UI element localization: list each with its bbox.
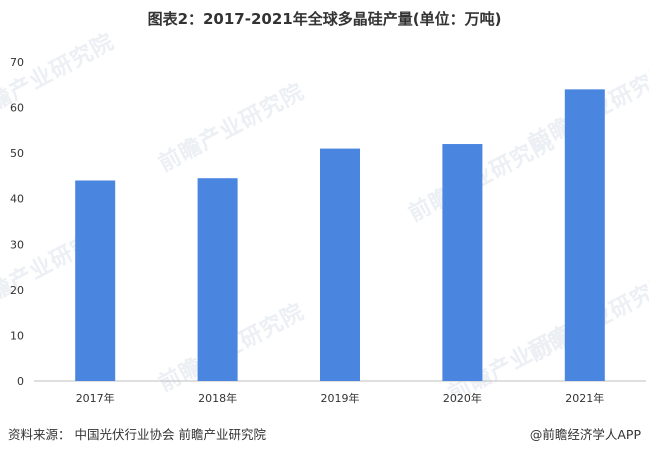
y-tick-label: 40 [10,193,24,206]
y-tick-label: 50 [10,147,24,160]
bar [442,144,483,381]
y-tick-label: 10 [10,329,24,342]
source-note: 资料来源： 中国光伏行业协会 前瞻产业研究院 [8,427,266,442]
x-tick-label: 2021年 [565,391,604,405]
x-axis: 2017年 2018年 2019年 2020年 2021年 [76,391,605,405]
x-tick-label: 2017年 [76,391,115,405]
bar [564,89,605,381]
bars [75,89,605,381]
y-axis: 0 10 20 30 40 50 60 70 [10,56,24,388]
x-tick-label: 2019年 [321,391,360,405]
bar [197,178,238,381]
bar [75,180,116,381]
brand-label: @前瞻经济学人APP [529,427,641,442]
x-tick-label: 2020年 [443,391,482,405]
bar [320,148,360,381]
chart-title: 图表2：2017-2021年全球多晶硅产量(单位：万吨) [147,10,502,28]
y-tick-label: 0 [17,375,24,388]
y-tick-label: 30 [10,238,24,251]
y-tick-label: 60 [10,102,24,115]
y-tick-label: 20 [10,284,24,297]
y-tick-label: 70 [10,56,24,69]
x-tick-label: 2018年 [198,391,237,405]
